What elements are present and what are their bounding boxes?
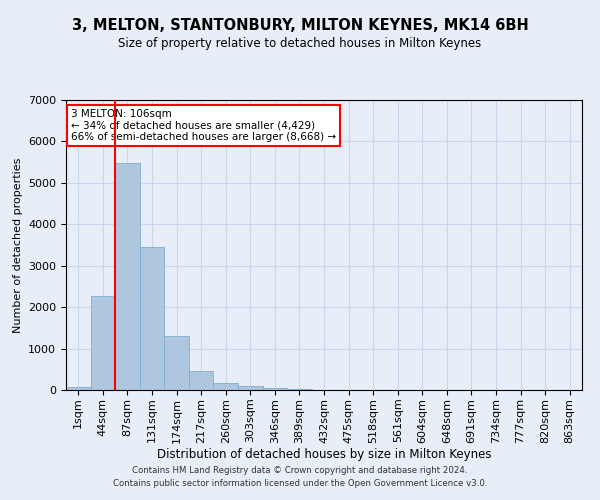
Y-axis label: Number of detached properties: Number of detached properties [13,158,23,332]
Text: Contains HM Land Registry data © Crown copyright and database right 2024.
Contai: Contains HM Land Registry data © Crown c… [113,466,487,487]
Text: Size of property relative to detached houses in Milton Keynes: Size of property relative to detached ho… [118,38,482,51]
Bar [214,384,238,390]
Bar [263,388,287,390]
Text: 3, MELTON, STANTONBURY, MILTON KEYNES, MK14 6BH: 3, MELTON, STANTONBURY, MILTON KEYNES, M… [71,18,529,32]
Bar [189,370,214,390]
Bar [91,296,115,390]
Bar [238,386,263,390]
Bar [164,336,189,390]
Text: 3 MELTON: 106sqm
← 34% of detached houses are smaller (4,429)
66% of semi-detach: 3 MELTON: 106sqm ← 34% of detached house… [71,108,336,142]
Bar [115,164,140,390]
Bar [140,247,164,390]
X-axis label: Distribution of detached houses by size in Milton Keynes: Distribution of detached houses by size … [157,448,491,462]
Bar [66,386,91,390]
Bar [287,389,312,390]
